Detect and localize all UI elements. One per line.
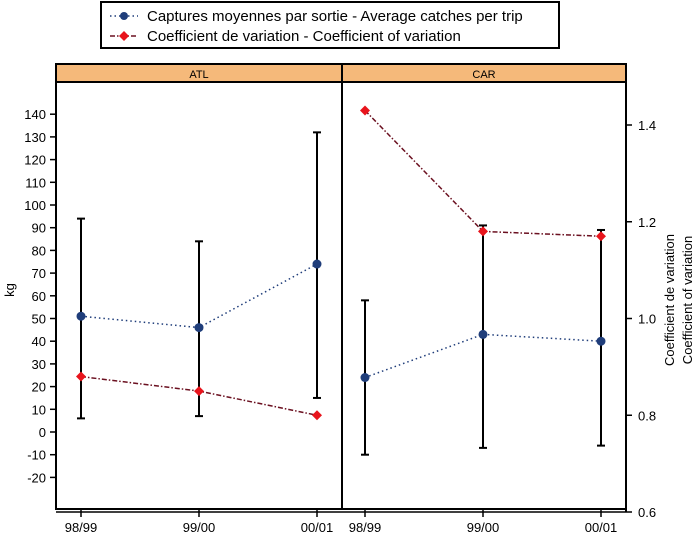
right-tick-label: 1.4: [638, 118, 656, 133]
x-axis: 98/99 99/00 00/01 98/99 99/00 00/01: [56, 509, 626, 535]
left-tick-label: 90: [32, 221, 46, 236]
left-tick-label: 110: [25, 175, 46, 190]
x-tick-label: 98/99: [65, 520, 98, 535]
left-tick-label: -20: [27, 470, 46, 485]
left-tick-label: 120: [24, 153, 46, 168]
left-tick-label: -10: [27, 448, 46, 463]
cv-point: [194, 386, 204, 397]
legend-label-cv: Coefficient de variation - Coefficient o…: [147, 28, 461, 45]
mean-point: [312, 259, 322, 269]
right-tick-label: 0.8: [638, 408, 656, 423]
x-tick-label: 99/00: [183, 520, 216, 535]
x-tick-label: 98/99: [349, 520, 382, 535]
legend-box: [100, 1, 560, 49]
right-axis-label-fr: Coefficient de variation: [662, 234, 677, 366]
mean-point: [478, 329, 488, 339]
left-tick-label: 60: [32, 289, 46, 304]
legend-marker-mean: [120, 12, 128, 20]
cv-point: [360, 105, 370, 116]
right-axis-label-en: Coefficient of variation: [680, 236, 695, 364]
cv-point: [478, 226, 488, 237]
right-axis: 1.4 1.2 1.0 0.8 0.6: [625, 82, 656, 520]
left-tick-label: 30: [32, 357, 46, 372]
mean-line-atl: [80, 263, 318, 329]
right-tick-label: 1.0: [638, 312, 656, 327]
strip-label-atl: ATL: [189, 69, 208, 81]
x-tick-label: 00/01: [301, 520, 334, 535]
left-tick-label: 70: [32, 266, 46, 281]
left-tick-label: 80: [32, 243, 46, 258]
mean-point: [76, 311, 86, 321]
x-tick-label: 00/01: [585, 520, 618, 535]
left-tick-label: 20: [32, 380, 46, 395]
cv-point: [76, 371, 86, 382]
left-tick-label: 50: [32, 312, 46, 327]
cv-point: [596, 231, 606, 242]
left-tick-label: 100: [24, 198, 46, 213]
cv-line-car: [364, 109, 602, 238]
cv-point: [312, 410, 322, 421]
right-tick-label: 1.2: [638, 215, 656, 230]
legend-label-mean: Captures moyennes par sortie - Average c…: [147, 8, 523, 25]
left-tick-label: 0: [39, 425, 46, 440]
left-axis-label: kg: [2, 283, 17, 297]
right-tick-label: 0.6: [638, 505, 656, 520]
left-tick-label: 10: [32, 402, 46, 417]
left-tick-label: 130: [24, 130, 46, 145]
legend: Captures moyennes par sortie - Average c…: [100, 1, 560, 49]
x-tick-label: 99/00: [467, 520, 500, 535]
mean-point: [360, 373, 370, 383]
mean-line-car: [364, 333, 602, 379]
mean-point: [194, 323, 204, 333]
legend-marker-cv: [119, 31, 129, 41]
strip-label-car: CAR: [472, 69, 495, 81]
left-tick-label: 40: [32, 334, 46, 349]
marks: [76, 105, 606, 456]
mean-point: [596, 336, 606, 346]
left-tick-label: 140: [24, 107, 46, 122]
